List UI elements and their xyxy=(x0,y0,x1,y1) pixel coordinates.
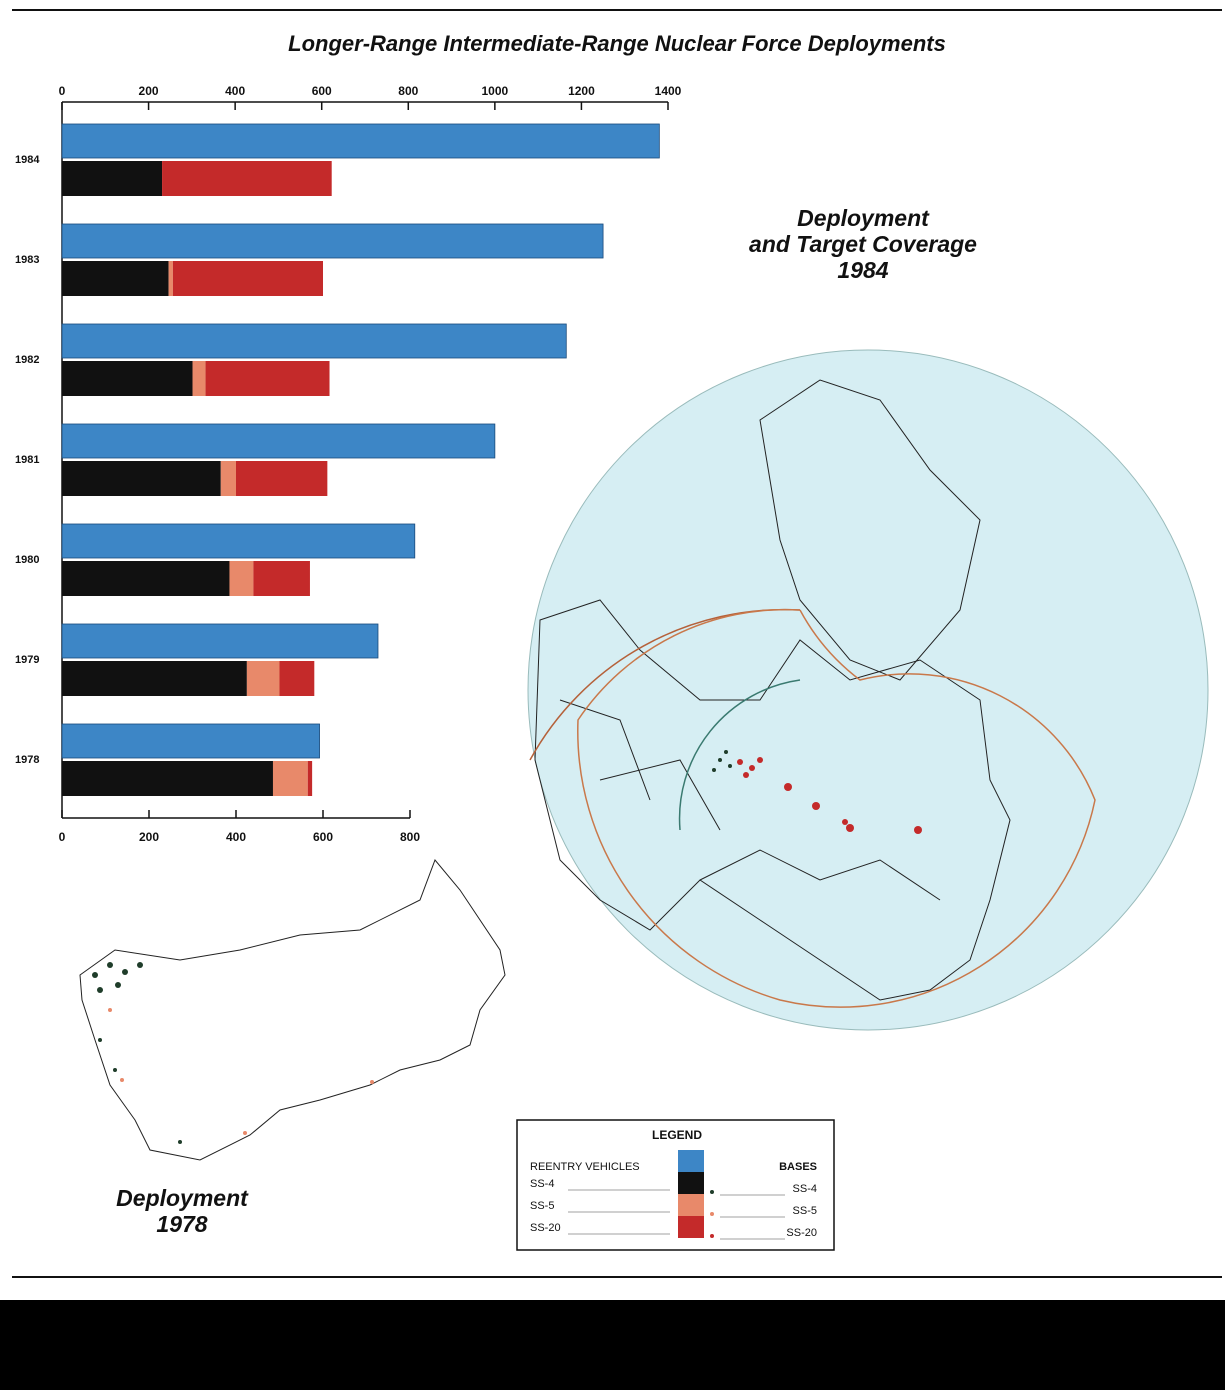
bar-reentry xyxy=(61,523,416,559)
legend-swatch xyxy=(678,1194,704,1216)
bar-reentry xyxy=(61,423,496,459)
bar-segment xyxy=(279,661,315,696)
y-tick-label: 1983 xyxy=(15,254,39,266)
y-tick-label: 1982 xyxy=(15,354,39,366)
bar-reentry xyxy=(61,123,660,159)
bar-segment xyxy=(220,461,236,496)
bar-segment xyxy=(307,761,313,796)
bar-segment xyxy=(236,461,328,496)
x-tick-label: 400 xyxy=(225,84,245,98)
legend-base-label: SS-4 xyxy=(793,1183,817,1195)
legend-label: SS-4 xyxy=(530,1178,554,1190)
bar-segment xyxy=(162,161,332,196)
bar-segment xyxy=(205,361,330,396)
legend-swatch xyxy=(678,1150,704,1172)
bar-reentry xyxy=(61,323,567,359)
chart-title: Longer-Range Intermediate-Range Nuclear … xyxy=(288,31,946,56)
bar-segment xyxy=(62,761,273,796)
legend-label: SS-5 xyxy=(530,1200,554,1212)
legend-base-dot xyxy=(710,1190,714,1194)
legend: LEGEND BASES REENTRY VEHICLES SS-4 SS-5 SS-20… xyxy=(530,1128,817,1240)
bar-reentry xyxy=(61,623,379,659)
legend-base-dot xyxy=(710,1212,714,1216)
legend-swatch xyxy=(678,1216,704,1238)
x-tick-label: 1000 xyxy=(482,84,509,98)
bar-segment xyxy=(253,561,310,596)
bar-segment xyxy=(62,561,230,596)
x2-tick-label: 200 xyxy=(139,830,159,844)
bar-reentry xyxy=(61,223,604,259)
x2-tick-label: 0 xyxy=(59,830,66,844)
bar-segment xyxy=(62,161,163,196)
x2-tick-label: 600 xyxy=(313,830,333,844)
map-label: Deployment xyxy=(797,205,930,231)
map-label: Deployment xyxy=(116,1185,249,1211)
bar-segment xyxy=(62,361,193,396)
y-tick-label: 1981 xyxy=(15,454,39,466)
map-label: 1984 xyxy=(837,257,888,283)
map-label: and Target Coverage xyxy=(749,231,977,257)
bar-segment xyxy=(246,661,280,696)
legend-base-label: SS-20 xyxy=(786,1227,817,1239)
bar-segment xyxy=(192,361,206,396)
legend-swatch xyxy=(678,1172,704,1194)
bar-segment xyxy=(272,761,308,796)
x2-tick-label: 800 xyxy=(400,830,420,844)
y-tick-label: 1980 xyxy=(15,554,39,566)
bar-segment xyxy=(62,661,247,696)
x-tick-label: 1400 xyxy=(655,84,682,98)
x-tick-label: 1200 xyxy=(568,84,595,98)
map-1984 xyxy=(527,349,1209,1031)
legend-bases-label: BASES xyxy=(779,1161,817,1173)
x-tick-label: 600 xyxy=(312,84,332,98)
legend-title: LEGEND xyxy=(652,1128,702,1142)
bar-segment xyxy=(229,561,254,596)
bar-segment xyxy=(172,261,323,296)
map-1978 xyxy=(79,859,506,1161)
y-tick-label: 1979 xyxy=(15,654,39,666)
legend-box xyxy=(516,1119,835,1251)
bar-reentry xyxy=(61,723,320,759)
x-tick-label: 200 xyxy=(139,84,159,98)
legend-label: REENTRY VEHICLES xyxy=(530,1161,640,1173)
legend-base-label: SS-5 xyxy=(793,1205,817,1217)
bar-segment xyxy=(62,261,169,296)
x-tick-label: 800 xyxy=(398,84,418,98)
y-tick-label: 1978 xyxy=(15,754,39,766)
x-tick-label: 0 xyxy=(59,84,66,98)
watermark-band xyxy=(0,1300,1225,1390)
x2-tick-label: 400 xyxy=(226,830,246,844)
legend-base-dot xyxy=(710,1234,714,1238)
map-label: 1978 xyxy=(156,1211,207,1237)
legend-label: SS-20 xyxy=(530,1222,561,1234)
y-tick-label: 1984 xyxy=(15,154,40,166)
bar-segment xyxy=(62,461,221,496)
bar-segment xyxy=(168,261,173,296)
